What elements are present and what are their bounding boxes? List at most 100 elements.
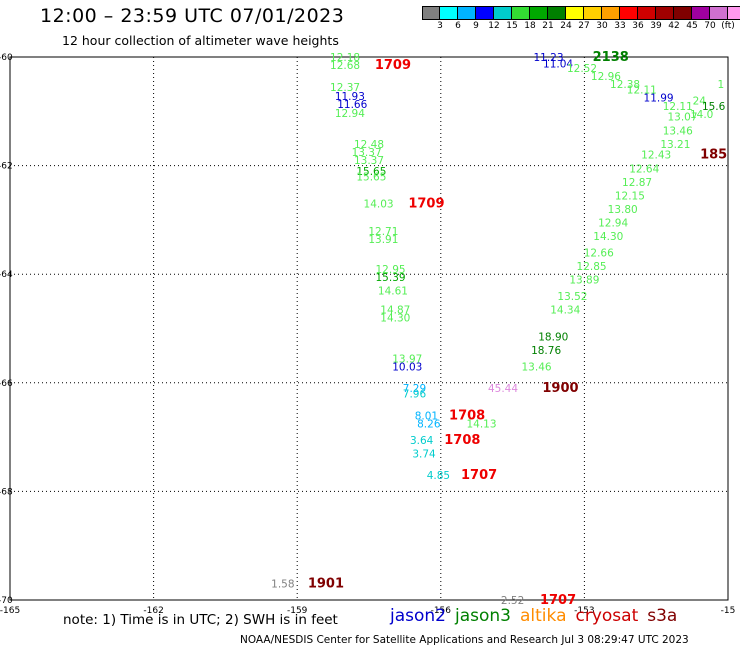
wave-height-label: 13.37: [354, 155, 384, 167]
wave-height-label: 12.48: [354, 139, 384, 151]
wave-height-label: 13.21: [660, 139, 690, 151]
time-label: 1709: [408, 197, 444, 212]
wave-height-label: 12.96: [591, 71, 621, 83]
x-tick-label: -153: [574, 606, 594, 616]
wave-height-label: 15.39: [376, 272, 406, 284]
chart-subtitle: 12 hour collection of altimeter wave hei…: [62, 33, 339, 48]
x-tick-label: -159: [287, 606, 308, 616]
wave-height-label: 12.94: [598, 218, 628, 230]
wave-height-label: 13.07: [667, 112, 697, 124]
wave-height-label: 13.52: [557, 291, 587, 303]
wave-height-label: 7.96: [403, 389, 427, 401]
wave-height-label: 18.90: [538, 332, 568, 344]
legend-tick-label: 12: [488, 21, 500, 31]
legend-tick-label: 24: [560, 21, 572, 31]
wave-height-label: 12.38: [610, 79, 640, 91]
wave-height-label: 11.66: [337, 99, 367, 111]
wave-height-label: 12.52: [567, 63, 597, 75]
legend-swatch: [458, 6, 476, 20]
legend-tick-label: 27: [578, 21, 590, 31]
legend-swatch: [620, 6, 638, 20]
wave-height-label: 24: [693, 95, 707, 107]
wave-height-label: 7.29: [403, 383, 426, 395]
legend-swatch: [476, 6, 494, 20]
time-label: 1900: [542, 381, 578, 396]
legend-tick-label: 36: [632, 21, 644, 31]
wave-height-label: 15.65: [356, 166, 386, 178]
wave-height-label: 12.95: [376, 264, 406, 276]
wave-height-label: 10.03: [392, 362, 422, 374]
wave-height-label: 14.13: [466, 419, 496, 431]
wave-height-label: 3.64: [410, 435, 434, 447]
wave-height-label: 14.03: [364, 199, 394, 211]
legend-swatch: [710, 6, 728, 20]
wave-height-label: 12.43: [641, 150, 671, 162]
legend-tick-label: 45: [686, 21, 698, 31]
legend-swatch: [728, 6, 740, 20]
y-tick-label: -62: [0, 162, 13, 172]
satellite-key: jason2 jason3 altika cryosat s3a: [390, 606, 686, 626]
plot-frame: [9, 56, 729, 601]
wave-height-label: 12.94: [335, 108, 365, 120]
wave-height-label: 1.58: [271, 579, 294, 591]
wave-height-label: 8.26: [417, 419, 441, 431]
y-tick-label: -66: [0, 379, 13, 389]
wave-height-label: 14.30: [593, 231, 623, 243]
legend-tick-label: 30: [596, 21, 608, 31]
legend-swatch: [638, 6, 656, 20]
legend-tick-label: 33: [614, 21, 626, 31]
x-tick-label: -162: [143, 606, 163, 616]
legend-swatches: [422, 6, 740, 20]
time-label: 1707: [461, 468, 497, 483]
wave-height-label: 13.46: [663, 125, 693, 137]
legend-tick-label: 9: [473, 21, 479, 31]
time-label: 185: [700, 148, 727, 163]
legend-tick-label: 6: [455, 21, 461, 31]
legend-swatch: [584, 6, 602, 20]
wave-height-label: 12.37: [330, 82, 360, 94]
legend-swatch: [494, 6, 512, 20]
wave-height-label: 13.97: [392, 353, 422, 365]
legend-tick-label: 3: [437, 21, 443, 31]
satellite-label-jason3: jason3: [455, 606, 511, 626]
wave-height-label: 12.85: [577, 261, 607, 273]
y-tick-label: -60: [0, 53, 13, 63]
wave-height-label: 3.74: [412, 448, 436, 460]
x-tick-label: -165: [0, 606, 20, 616]
wave-height-label: 15.65: [356, 171, 386, 183]
time-label: 1707: [540, 593, 576, 608]
time-label: 1901: [308, 577, 344, 592]
color-scale-legend: 3 6 9 12 15 18 21 24 27 30 33 36 39 42 45 70 (ft): [422, 6, 740, 34]
wave-height-label: 18.76: [531, 345, 561, 357]
wave-height-label: 13.46: [522, 362, 552, 374]
legend-tick-label: 39: [650, 21, 662, 31]
legend-swatch: [656, 6, 674, 20]
wave-height-label: 14.0: [690, 109, 713, 121]
wave-height-label: 45.44: [488, 383, 518, 395]
legend-tick-label: 18: [524, 21, 536, 31]
wave-height-label: 12.11: [663, 101, 693, 113]
time-label: 2138: [593, 50, 629, 65]
wave-height-label: 12.66: [584, 247, 614, 259]
wave-height-label: 13.91: [368, 234, 398, 246]
wave-height-label: 12.18: [330, 52, 360, 64]
credit-line: NOAA/NESDIS Center for Satellite Applica…: [240, 634, 689, 646]
legend-tick-label: 70: [704, 21, 716, 31]
legend-swatch: [566, 6, 584, 20]
wave-height-label: 14.61: [378, 285, 408, 297]
legend-tick-labels: 3 6 9 12 15 18 21 24 27 30 33 36 39 42 45 70 (ft): [422, 20, 740, 34]
wave-height-label: 1: [717, 79, 724, 91]
legend-swatch: [602, 6, 620, 20]
wave-height-label: 12.68: [330, 60, 360, 72]
legend-tick-label: 15: [506, 21, 518, 31]
wave-height-label: 14.87: [380, 304, 410, 316]
wave-height-label: 12.71: [368, 226, 398, 238]
wave-height-label: 12.64: [629, 163, 659, 175]
wave-height-label: 12.87: [622, 177, 652, 189]
wave-height-label: 12.15: [615, 190, 645, 202]
wave-height-label: 11.23: [533, 52, 563, 64]
wave-height-label: 4.85: [427, 470, 450, 482]
wave-height-label: 11.93: [335, 91, 365, 103]
